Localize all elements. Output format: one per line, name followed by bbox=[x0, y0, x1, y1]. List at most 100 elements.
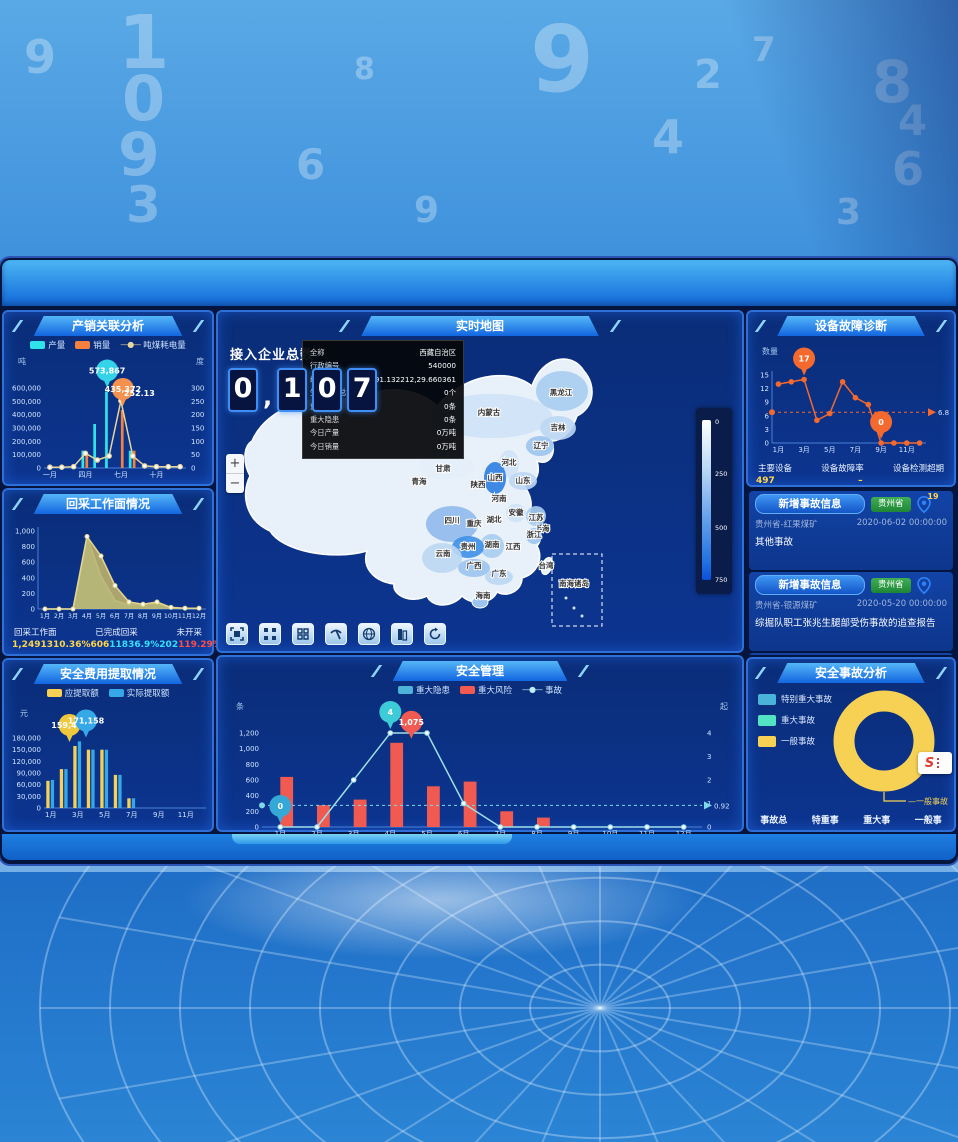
svg-text:159,497: 159,497 bbox=[51, 721, 87, 730]
widget-dots-icon bbox=[937, 758, 945, 768]
province-label: 河南 bbox=[492, 493, 507, 503]
svg-text:6月: 6月 bbox=[110, 612, 120, 620]
svg-text:171,158: 171,158 bbox=[68, 716, 105, 725]
province-label: 甘肃 bbox=[436, 463, 451, 473]
svg-text:800: 800 bbox=[246, 761, 259, 769]
zoom-out-button[interactable]: − bbox=[229, 476, 241, 491]
province-label: 安徽 bbox=[509, 507, 524, 517]
accident-card[interactable]: 新增事故信息 贵州省 bbox=[749, 653, 953, 655]
svg-text:300: 300 bbox=[191, 385, 204, 393]
panel-title: 安全费用提取情况 bbox=[34, 664, 183, 684]
svg-text:150,000: 150,000 bbox=[12, 746, 41, 754]
map-toolbar bbox=[226, 623, 446, 645]
mine-button[interactable] bbox=[325, 623, 347, 645]
fullscreen-icon bbox=[230, 627, 244, 641]
province-label: 湖南 bbox=[485, 539, 500, 549]
safety-fee-chart[interactable]: 0 30,000 60,000 90,000 120,000 150,000 180,000… bbox=[6, 708, 214, 822]
legend-item[interactable]: 重大隐患 bbox=[397, 684, 450, 696]
svg-text:90,000: 90,000 bbox=[17, 770, 42, 778]
province-label: 台湾 bbox=[539, 560, 554, 570]
globe-button[interactable] bbox=[358, 623, 380, 645]
province-badge: 贵州省 bbox=[871, 577, 911, 593]
accident-card[interactable]: 新增事故信息 贵州省 贵州省-银源煤矿 2020-05-20 00:00:00 … bbox=[749, 572, 953, 651]
legend-item[interactable]: 重大风险 bbox=[460, 684, 512, 696]
input-method-widget[interactable]: S bbox=[918, 752, 952, 774]
svg-text:1月: 1月 bbox=[773, 446, 784, 454]
svg-text:5月: 5月 bbox=[96, 612, 106, 620]
accident-card[interactable]: 新增事故信息 贵州省 19 贵州省-红果煤矿 2020-06-02 00:00:… bbox=[749, 491, 953, 570]
svg-text:0: 0 bbox=[37, 805, 41, 813]
accident-card-header: 新增事故信息 bbox=[755, 575, 865, 595]
tooltip-value: 0条 bbox=[444, 401, 456, 411]
legend-item[interactable]: 重大事故 bbox=[758, 714, 832, 726]
province-label: 浙江 bbox=[527, 529, 542, 539]
legend-item[interactable]: —●— 事故 bbox=[522, 684, 562, 696]
accident-analysis-legend: 特别重大事故 重大事故一般事故 bbox=[758, 693, 832, 747]
y-left-unit: 条 bbox=[236, 702, 244, 711]
panel-safety-fee: 安全费用提取情况 应提取额 实际提取额 元 0 30,000 60,000 90,000… bbox=[2, 658, 214, 832]
svg-text:500,000: 500,000 bbox=[12, 398, 41, 406]
background-digit: 8 bbox=[354, 52, 375, 87]
svg-text:2月: 2月 bbox=[54, 612, 64, 620]
legend-swatch-icon bbox=[108, 688, 124, 697]
legend-swatch-icon bbox=[75, 340, 91, 349]
tooltip-label: 今日产量 bbox=[310, 428, 340, 438]
stat-label: 已完成回采 bbox=[95, 628, 138, 638]
svg-text:400: 400 bbox=[246, 792, 259, 800]
tooltip-row: 重大隐患 0条 bbox=[310, 413, 456, 426]
svg-text:6.8: 6.8 bbox=[938, 409, 949, 417]
accident-analysis-donut[interactable]: —一般事故 bbox=[810, 685, 958, 811]
legend-item[interactable]: 特别重大事故 bbox=[758, 693, 832, 705]
svg-text:4: 4 bbox=[388, 708, 394, 717]
svg-text:1,075: 1,075 bbox=[399, 718, 425, 727]
legend-label: 销量 bbox=[93, 340, 111, 351]
stat-value: 119.29% bbox=[178, 640, 222, 650]
safety-mgmt-chart[interactable]: 02004006008001,0001,200012341月2月3月4月5月6月… bbox=[222, 701, 740, 843]
tooltip-value: 0个 bbox=[444, 388, 456, 398]
safety-fee-legend: 应提取额 实际提取额 bbox=[4, 685, 212, 700]
svg-text:200: 200 bbox=[191, 411, 204, 419]
data-balloon: 17 bbox=[793, 347, 816, 376]
equipment-stat-values: 497 – bbox=[748, 476, 954, 486]
background-digit: 3 bbox=[126, 176, 161, 234]
tooltip-label: 重大隐患 bbox=[310, 415, 340, 425]
svg-text:150: 150 bbox=[191, 425, 204, 433]
colorbar-gradient bbox=[702, 420, 711, 580]
fullscreen-button[interactable] bbox=[226, 623, 248, 645]
svg-text:120,000: 120,000 bbox=[12, 758, 41, 766]
legend-item[interactable]: —●— 吨煤耗电量 bbox=[120, 339, 186, 351]
background-digit: 0 bbox=[122, 62, 166, 135]
stat-value: 1,249 bbox=[12, 640, 41, 650]
mine-name: 贵州省-银源煤矿 bbox=[755, 601, 818, 611]
legend-item[interactable]: 应提取额 bbox=[46, 687, 99, 699]
y-unit: 元 bbox=[20, 709, 28, 718]
province-label: 江苏 bbox=[529, 512, 544, 522]
stat-value: 202 bbox=[159, 640, 179, 650]
legend-swatch-icon bbox=[758, 735, 776, 747]
legend-item[interactable]: 实际提取额 bbox=[108, 687, 169, 699]
background-digit: 1 bbox=[118, 0, 170, 86]
refresh-icon bbox=[428, 627, 442, 641]
legend-item[interactable]: 产量 bbox=[30, 339, 65, 351]
zoom-in-button[interactable]: + bbox=[226, 454, 244, 474]
legend-item[interactable]: 一般事故 bbox=[758, 735, 832, 747]
svg-text:0: 0 bbox=[37, 465, 41, 473]
grid-expand-button[interactable] bbox=[259, 623, 281, 645]
refresh-button[interactable] bbox=[424, 623, 446, 645]
province-label: 云南 bbox=[436, 548, 451, 558]
grid-collapse-button[interactable] bbox=[292, 623, 314, 645]
equipment-chart[interactable]: 0 3 6 9 12 15 1月 3月 5月 7月 9月 11月 6.8 17 0 bbox=[750, 341, 956, 459]
svg-text:一月: 一月 bbox=[43, 471, 57, 479]
svg-text:7月: 7月 bbox=[126, 811, 137, 819]
data-balloon: 0 bbox=[870, 411, 893, 439]
banner-slash bbox=[11, 668, 33, 680]
analysis-footer-label: 一般事 bbox=[914, 816, 942, 826]
stat-value: 11836.9% bbox=[109, 640, 160, 650]
building-button[interactable] bbox=[391, 623, 413, 645]
stat-label: 主要设备 bbox=[758, 464, 793, 474]
legend-item[interactable]: 销量 bbox=[75, 339, 110, 351]
production-sales-chart[interactable]: 0 100,000 200,000 300,000 400,000 500,000 600,… bbox=[6, 358, 214, 482]
svg-text:300,000: 300,000 bbox=[12, 425, 41, 433]
svg-text:60,000: 60,000 bbox=[17, 781, 42, 789]
